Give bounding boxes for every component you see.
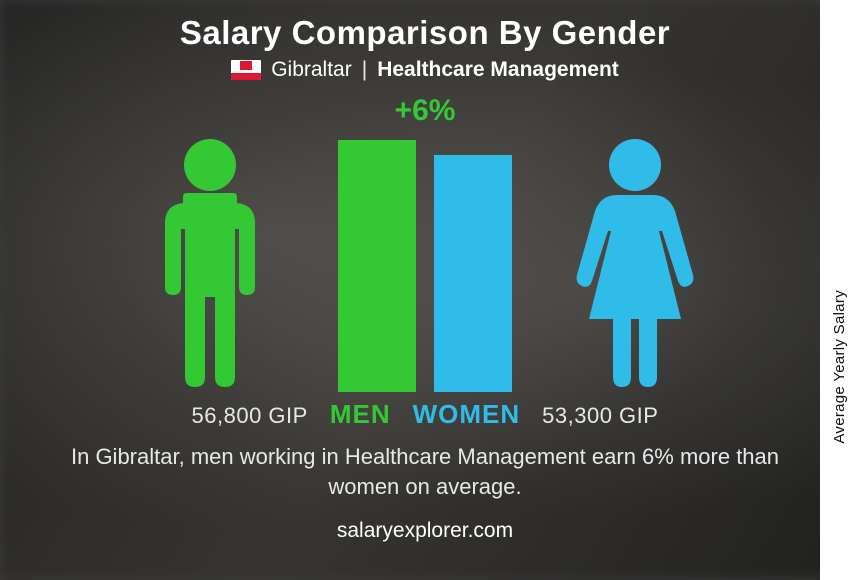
sector-label: Healthcare Management [377, 58, 619, 82]
footer-source: salaryexplorer.com [337, 519, 513, 543]
chart-area: +6% 56,800 GIP MEN WO [105, 100, 745, 430]
woman-icon [565, 137, 705, 392]
subtitle-row: Gibraltar | Healthcare Management [231, 58, 619, 82]
page-title: Salary Comparison By Gender [180, 14, 670, 52]
caption-text: In Gibraltar, men working in Healthcare … [45, 442, 805, 501]
location-label: Gibraltar [271, 58, 352, 82]
women-salary: 53,300 GIP [542, 403, 658, 429]
infographic-content: Salary Comparison By Gender Gibraltar | … [0, 0, 850, 580]
women-label: WOMEN [413, 399, 521, 430]
bar-women [434, 155, 512, 392]
bar-group [338, 140, 512, 392]
men-salary: 56,800 GIP [192, 403, 308, 429]
labels-row: 56,800 GIP MEN WOMEN 53,300 GIP [105, 399, 745, 430]
bar-men [338, 140, 416, 392]
man-icon [145, 137, 275, 392]
men-label: MEN [330, 399, 391, 430]
percent-difference: +6% [395, 94, 456, 128]
gibraltar-flag-icon [231, 60, 261, 80]
separator: | [362, 58, 367, 82]
